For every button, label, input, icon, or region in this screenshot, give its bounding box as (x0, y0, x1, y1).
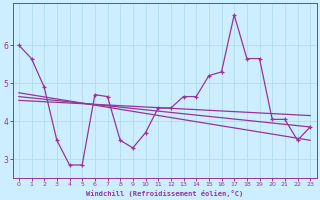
X-axis label: Windchill (Refroidissement éolien,°C): Windchill (Refroidissement éolien,°C) (86, 190, 243, 197)
